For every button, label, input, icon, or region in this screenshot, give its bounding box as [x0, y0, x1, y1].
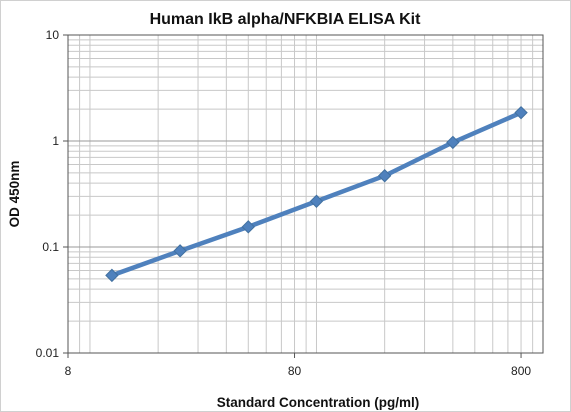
y-tick-label: 10	[46, 28, 60, 42]
plot-grid	[67, 35, 544, 354]
data-point-marker	[173, 244, 187, 258]
y-axis-label: OD 450nm	[7, 161, 22, 228]
x-axis-ticks: 8 80 800	[65, 353, 531, 378]
plot-area-border	[67, 34, 544, 354]
y-tick-label: 0.01	[36, 346, 60, 360]
data-point-marker	[309, 194, 324, 208]
data-point-marker	[377, 169, 392, 183]
x-tick-label: 80	[288, 364, 302, 378]
data-point-marker	[105, 268, 119, 283]
data-point-marker	[241, 220, 255, 234]
data-point-marker	[514, 105, 528, 120]
x-axis-label: Standard Concentration (pg/ml)	[217, 395, 420, 410]
chart-title: Human IkB alpha/NFKBIA ELISA Kit	[150, 11, 422, 28]
x-tick-label: 8	[65, 364, 72, 378]
series-group	[105, 105, 528, 283]
x-tick-label: 800	[511, 364, 531, 378]
y-tick-label: 0.1	[42, 240, 59, 254]
data-point-marker	[446, 135, 460, 150]
y-tick-label: 1	[52, 134, 59, 148]
y-axis-ticks: 10 1 0.1 0.01	[36, 28, 68, 360]
